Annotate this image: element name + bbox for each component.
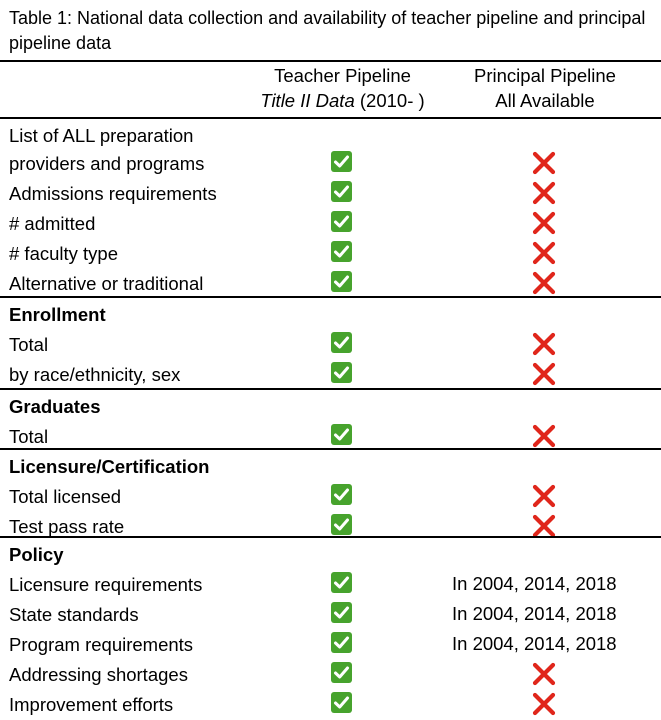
green-checkmark-icon	[331, 151, 352, 172]
green-checkmark-icon	[331, 514, 352, 535]
row-label: Program requirements	[9, 634, 194, 655]
table-caption: Table 1: National data collection and av…	[9, 8, 646, 53]
section-divider	[0, 388, 661, 390]
red-cross-icon	[532, 332, 556, 356]
table-row: # admitted	[0, 208, 661, 238]
section-title: Policy	[9, 544, 64, 565]
table-row: Licensure requirements In 2004, 2014, 201…	[0, 569, 661, 599]
table-row: Addressing shortages	[0, 659, 661, 689]
green-checkmark-icon	[331, 211, 352, 232]
section-divider	[0, 448, 661, 450]
principal-availability-text: In 2004, 2014, 2018	[452, 633, 617, 654]
header-bottom-rule	[0, 117, 661, 119]
row-label: providers and programs	[9, 153, 205, 174]
row-label: # faculty type	[9, 243, 119, 264]
red-cross-icon	[532, 181, 556, 205]
row-label: Licensure requirements	[9, 574, 203, 595]
row-label: # admitted	[9, 213, 96, 234]
principal-availability-text: In 2004, 2014, 2018	[452, 603, 617, 624]
red-cross-icon	[532, 424, 556, 448]
green-checkmark-icon	[331, 632, 352, 653]
row-label: Improvement efforts	[9, 694, 174, 715]
teacher-pipeline-header: Teacher Pipeline Title II Data (2010- )	[250, 63, 435, 113]
section-title: Licensure/Certification	[9, 456, 210, 477]
table-row: Total licensed	[0, 481, 661, 511]
principal-header-line2: All Available	[495, 90, 595, 111]
table-row: providers and programs	[0, 148, 661, 178]
section-divider	[0, 296, 661, 298]
table-row: State standards In 2004, 2014, 2018	[0, 599, 661, 629]
green-checkmark-icon	[331, 662, 352, 683]
row-label: by race/ethnicity, sex	[9, 364, 181, 385]
table-row: Program requirements In 2004, 2014, 2018	[0, 629, 661, 659]
red-cross-icon	[532, 362, 556, 386]
table-row: Total	[0, 329, 661, 359]
row-label: State standards	[9, 604, 139, 625]
teacher-header-years: (2010- )	[354, 90, 425, 111]
red-cross-icon	[532, 662, 556, 686]
green-checkmark-icon	[331, 484, 352, 505]
table-row: Test pass rate	[0, 511, 661, 541]
red-cross-icon	[532, 514, 556, 538]
section-divider	[0, 536, 661, 538]
green-checkmark-icon	[331, 271, 352, 292]
principal-pipeline-header: Principal Pipeline All Available	[450, 63, 640, 113]
row-label: Admissions requirements	[9, 183, 217, 204]
table-row: by race/ethnicity, sex	[0, 359, 661, 389]
section-title: Enrollment	[9, 304, 106, 325]
red-cross-icon	[532, 692, 556, 716]
row-label: Alternative or traditional	[9, 273, 204, 294]
row-label: Total	[9, 426, 49, 447]
principal-header-line1: Principal Pipeline	[474, 65, 616, 86]
green-checkmark-icon	[331, 332, 352, 353]
teacher-header-line1: Teacher Pipeline	[274, 65, 411, 86]
section-header-row: Enrollment	[0, 299, 661, 329]
teacher-header-italic: Title II Data	[260, 90, 355, 111]
green-checkmark-icon	[331, 181, 352, 202]
table-row: Admissions requirements	[0, 178, 661, 208]
table-row: Total	[0, 421, 661, 451]
red-cross-icon	[532, 271, 556, 295]
table-row: # faculty type	[0, 238, 661, 268]
red-cross-icon	[532, 151, 556, 175]
section-title: Graduates	[9, 396, 101, 417]
table-row: Improvement efforts	[0, 689, 661, 719]
green-checkmark-icon	[331, 572, 352, 593]
green-checkmark-icon	[331, 692, 352, 713]
section-header-row: Licensure/Certification	[0, 451, 661, 481]
red-cross-icon	[532, 241, 556, 265]
red-cross-icon	[532, 484, 556, 508]
principal-availability-text: In 2004, 2014, 2018	[452, 573, 617, 594]
table-top-rule	[0, 60, 661, 62]
table-row: Alternative or traditional	[0, 268, 661, 298]
section-header-row: Policy	[0, 539, 661, 569]
row-label-line1: List of ALL preparation	[9, 125, 194, 146]
red-cross-icon	[532, 211, 556, 235]
row-label: Addressing shortages	[9, 664, 188, 685]
green-checkmark-icon	[331, 362, 352, 383]
row-label: Total licensed	[9, 486, 122, 507]
row-label: Total	[9, 334, 49, 355]
section-header-row: Graduates	[0, 391, 661, 421]
green-checkmark-icon	[331, 602, 352, 623]
green-checkmark-icon	[331, 241, 352, 262]
green-checkmark-icon	[331, 424, 352, 445]
teacher-header-line2: Title II Data (2010- )	[250, 88, 435, 113]
row-label: Test pass rate	[9, 516, 125, 537]
